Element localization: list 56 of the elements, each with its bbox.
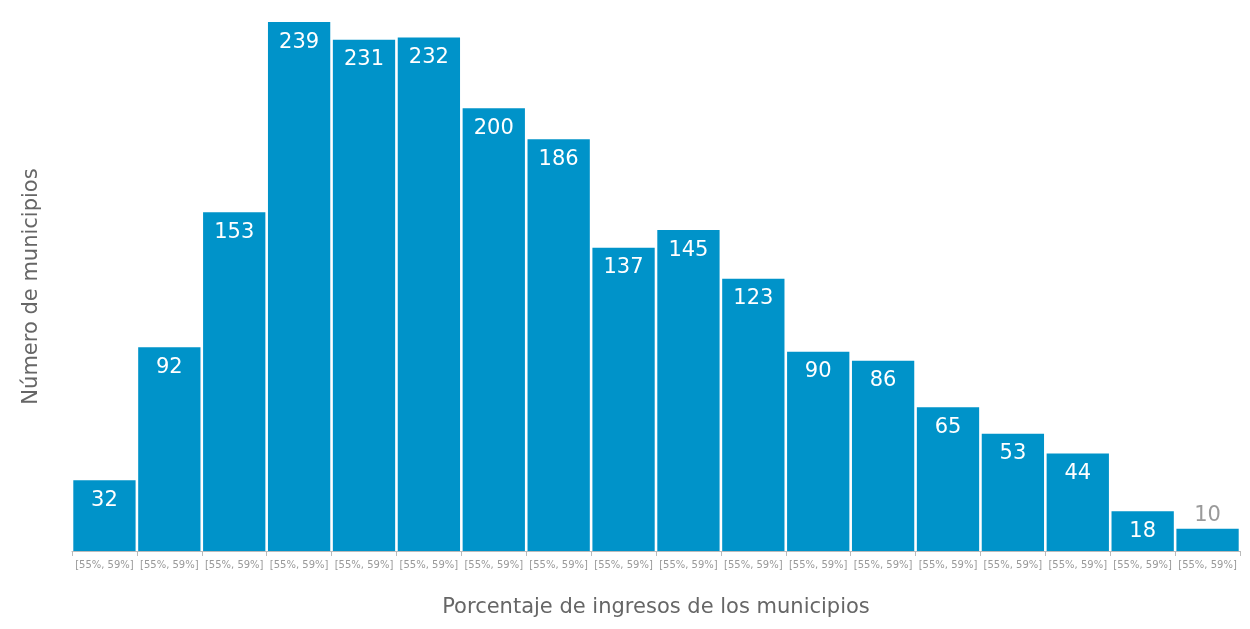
x-tick-label: [55%, 59%] [1048,558,1108,570]
bar [332,39,396,551]
x-tick-label: [55%, 59%] [399,558,459,570]
x-tick-label: [55%, 59%] [659,558,718,570]
x-tick-label: [55%, 59%] [788,558,848,570]
data-label: 18 [1129,517,1157,542]
data-label: 186 [538,145,579,170]
bar [592,247,655,551]
x-tick-label: [55%, 59%] [334,558,394,570]
x-tick-label: [55%, 59%] [204,558,264,570]
bar [787,351,850,551]
bar [203,212,266,551]
bar [1111,511,1174,551]
x-axis-title: Porcentaje de ingresos de los municipios [442,593,870,618]
x-tick-label: [55%, 59%] [594,558,653,570]
x-tick-label: [55%, 59%] [140,558,199,570]
x-tick-label: [55%, 59%] [983,558,1043,570]
data-label: 239 [279,28,320,53]
bar [1176,528,1239,551]
x-tick-label: [55%, 59%] [918,558,978,570]
data-label: 10 [1194,502,1221,527]
bar [916,407,980,551]
bar [73,480,136,551]
bar [1046,453,1109,551]
data-label: 44 [1064,460,1092,485]
x-tick-label: [55%, 59%] [269,558,329,570]
bar [981,433,1045,551]
data-label: 65 [934,413,962,438]
data-label: 145 [668,236,709,261]
data-label: 153 [214,218,255,243]
data-label: 53 [999,440,1027,465]
data-label: 32 [91,486,118,511]
data-label: 86 [869,367,897,392]
bar [397,37,461,551]
data-label: 200 [473,114,514,139]
y-axis-title: Número de municipios [17,168,42,405]
bar [657,230,720,551]
data-label: 123 [733,285,774,310]
data-label: 232 [408,43,449,68]
x-tick-label: [55%, 59%] [853,558,913,570]
bar [138,347,201,551]
data-label: 231 [343,46,385,71]
bar [722,278,785,551]
data-label: 90 [804,358,832,383]
x-tick-label: [55%, 59%] [724,558,783,570]
bar [851,360,915,551]
data-label: 137 [603,254,644,279]
x-tick-label: [55%, 59%] [464,558,524,570]
x-tick-label: [55%, 59%] [1113,558,1173,570]
bar [267,22,331,551]
data-label: 92 [155,353,183,378]
bar [462,108,525,551]
x-tick-label: [55%, 59%] [75,558,134,570]
bar [527,139,590,551]
x-tick-label: [55%, 59%] [1178,558,1237,570]
x-tick-label: [55%, 59%] [529,558,589,570]
